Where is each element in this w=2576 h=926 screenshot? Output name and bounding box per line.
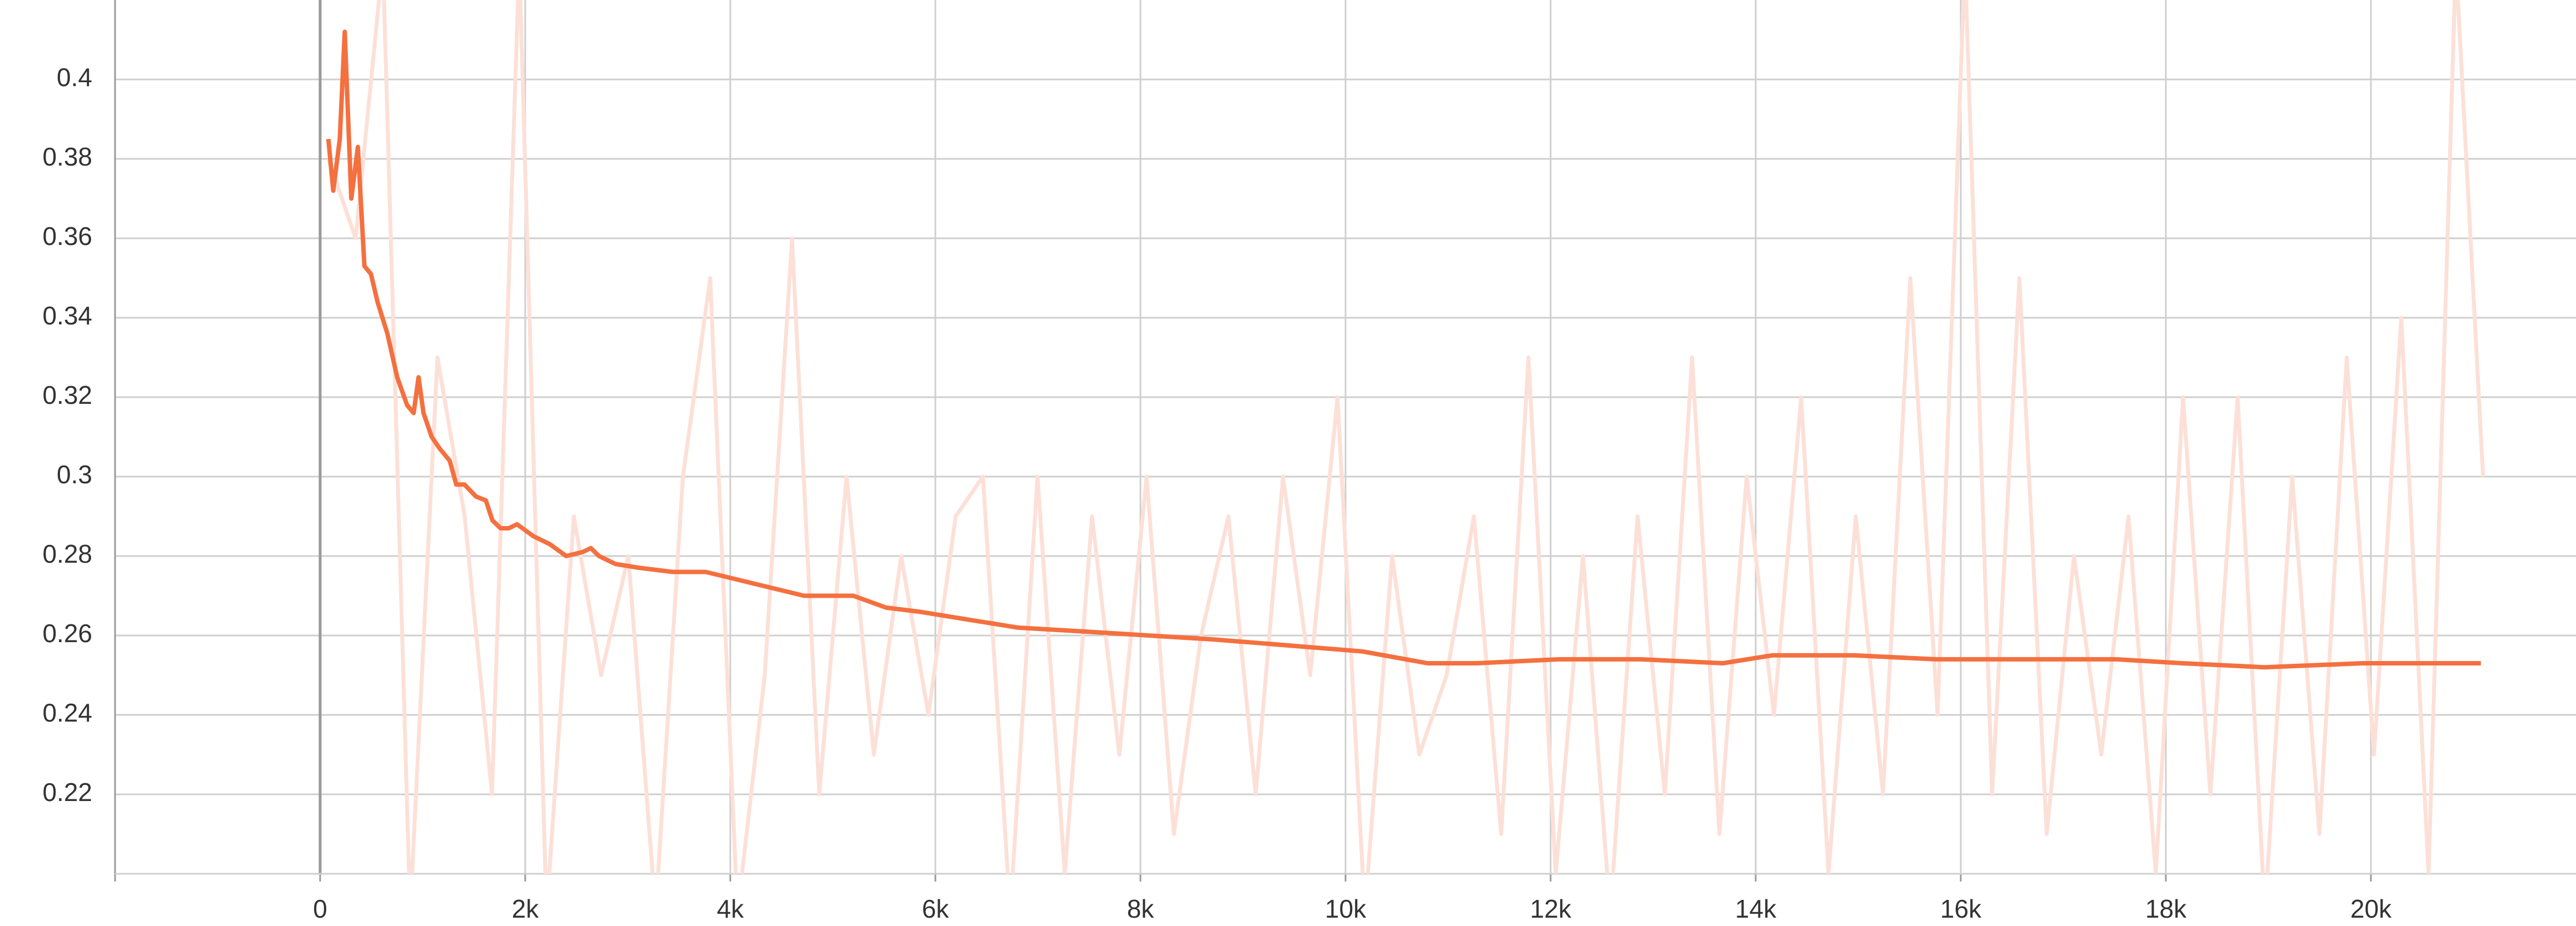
- y-tick-label: 0.22: [42, 778, 92, 807]
- y-tick-label: 0.4: [57, 63, 92, 92]
- x-tick-label: 18k: [2145, 894, 2187, 923]
- y-tick-label: 0.3: [57, 460, 92, 489]
- x-tick-label: 2k: [512, 894, 540, 923]
- y-tick-label: 0.38: [42, 142, 92, 171]
- y-tick-label: 0.26: [42, 619, 92, 648]
- y-tick-label: 0.24: [42, 698, 92, 727]
- x-tick-label: 0: [313, 894, 327, 923]
- y-tick-label: 0.36: [42, 222, 92, 251]
- y-tick-label: 0.32: [42, 381, 92, 409]
- plot-area: [326, 0, 2485, 874]
- x-tick-label: 14k: [1735, 894, 1777, 923]
- x-tick-label: 16k: [1940, 894, 1982, 923]
- y-tick-label: 0.34: [42, 301, 92, 330]
- x-tick-label: 6k: [922, 894, 950, 923]
- raw-line: [326, 0, 2485, 874]
- x-tick-label: 8k: [1127, 894, 1155, 923]
- y-tick-label: 0.28: [42, 539, 92, 568]
- smoothed-line: [326, 29, 2481, 670]
- x-tick-label: 12k: [1530, 894, 1572, 923]
- x-tick-label: 4k: [717, 894, 745, 923]
- x-tick-label: 10k: [1325, 894, 1367, 923]
- x-tick-label: 20k: [2350, 894, 2392, 923]
